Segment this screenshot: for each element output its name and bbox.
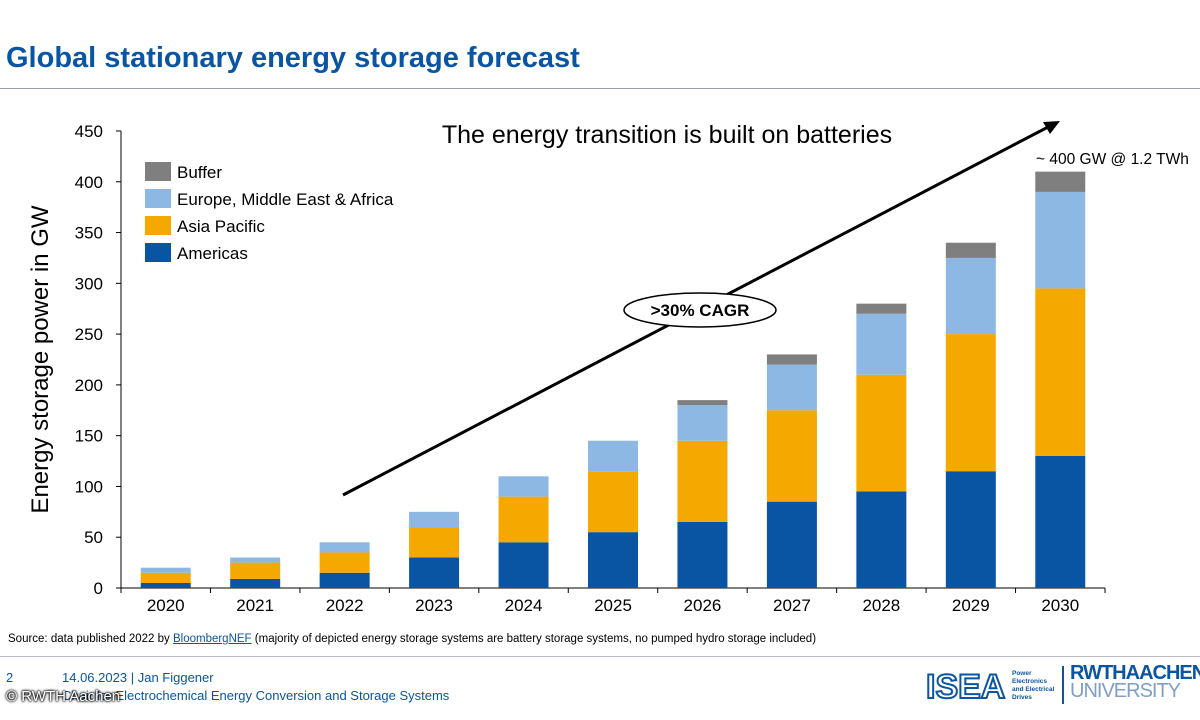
footer-date: 14.06.2023 bbox=[62, 670, 128, 685]
bar-europe-middle-east-africa-2020 bbox=[140, 567, 191, 573]
page-number: 2 bbox=[6, 670, 14, 685]
bar-europe-middle-east-africa-2030 bbox=[1035, 191, 1086, 289]
bar-americas-2023 bbox=[409, 557, 460, 588]
bar-asia-pacific-2024 bbox=[498, 496, 549, 543]
footer-divider bbox=[0, 656, 1200, 657]
bar-asia-pacific-2027 bbox=[766, 410, 817, 502]
footer-author: Jan Figgener bbox=[137, 670, 214, 685]
y-tick-label: 250 bbox=[75, 325, 103, 344]
y-tick-label: 450 bbox=[75, 122, 103, 141]
bar-asia-pacific-2022 bbox=[319, 552, 370, 573]
bar-americas-2025 bbox=[588, 532, 638, 588]
page-title: Global stationary energy storage forecas… bbox=[6, 42, 580, 74]
copyright-watermark: © RWTH Aachen bbox=[6, 688, 121, 705]
bar-americas-2024 bbox=[498, 542, 549, 588]
title-divider bbox=[0, 88, 1200, 89]
legend-label: Asia Pacific bbox=[177, 217, 265, 236]
bar-asia-pacific-2025 bbox=[588, 471, 638, 533]
isea-logo-caption: Power Electronics and Electrical Drives bbox=[1012, 670, 1055, 701]
bar-americas-2021 bbox=[230, 578, 281, 588]
x-tick-label: 2025 bbox=[594, 596, 632, 615]
rwth-logo-top: RWTHAACHEN bbox=[1070, 662, 1200, 684]
bar-europe-middle-east-africa-2028 bbox=[856, 313, 907, 375]
y-tick-label: 0 bbox=[94, 579, 103, 598]
bar-buffer-2028 bbox=[856, 303, 907, 314]
isea-logo-text: ISEA bbox=[926, 668, 1005, 702]
x-tick-label: 2020 bbox=[147, 596, 185, 615]
legend-label: Europe, Middle East & Africa bbox=[177, 190, 394, 209]
bar-asia-pacific-2023 bbox=[409, 527, 460, 558]
x-tick-label: 2027 bbox=[773, 596, 811, 615]
x-tick-label: 2023 bbox=[415, 596, 453, 615]
bar-americas-2022 bbox=[319, 572, 370, 588]
y-tick-label: 300 bbox=[75, 274, 103, 293]
x-tick-label: 2028 bbox=[862, 596, 900, 615]
bar-buffer-2027 bbox=[766, 354, 817, 365]
bar-europe-middle-east-africa-2021 bbox=[230, 557, 281, 563]
bar-asia-pacific-2021 bbox=[230, 562, 281, 579]
legend-swatch bbox=[145, 189, 171, 208]
x-tick-label: 2026 bbox=[684, 596, 722, 615]
bar-americas-2027 bbox=[766, 501, 817, 588]
legend-swatch bbox=[145, 243, 171, 262]
end-annotation: ~ 400 GW @ 1.2 TWh bbox=[1036, 151, 1189, 168]
x-tick-label: 2022 bbox=[326, 596, 364, 615]
bar-europe-middle-east-africa-2026 bbox=[677, 405, 728, 441]
bar-buffer-2029 bbox=[945, 242, 996, 258]
x-tick-label: 2029 bbox=[952, 596, 990, 615]
bar-asia-pacific-2026 bbox=[677, 440, 728, 522]
isea-logo: ISEA bbox=[925, 668, 1006, 702]
bar-asia-pacific-2030 bbox=[1035, 288, 1086, 456]
trend-arrow-head bbox=[1043, 121, 1060, 134]
bar-europe-middle-east-africa-2023 bbox=[409, 511, 460, 528]
bar-americas-2026 bbox=[677, 521, 728, 588]
legend-swatch bbox=[145, 216, 171, 235]
rwth-logo: RWTHAACHEN UNIVERSITY bbox=[1070, 662, 1200, 702]
footer-chair: Chair for Electrochemical Energy Convers… bbox=[62, 688, 450, 703]
legend-label: Americas bbox=[177, 244, 248, 263]
bar-europe-middle-east-africa-2024 bbox=[498, 476, 549, 497]
x-tick-label: 2024 bbox=[505, 596, 543, 615]
bar-europe-middle-east-africa-2022 bbox=[319, 542, 370, 553]
x-tick-label: 2021 bbox=[236, 596, 274, 615]
bar-americas-2030 bbox=[1035, 455, 1086, 588]
bar-buffer-2030 bbox=[1035, 171, 1086, 192]
legend-label: Buffer bbox=[177, 163, 222, 182]
y-tick-label: 100 bbox=[75, 477, 103, 496]
y-tick-label: 50 bbox=[84, 528, 103, 547]
bar-asia-pacific-2020 bbox=[140, 572, 191, 583]
chart-subtitle: The energy transition is built on batter… bbox=[442, 121, 892, 149]
y-tick-label: 150 bbox=[75, 427, 103, 446]
y-tick-label: 350 bbox=[75, 224, 103, 243]
legend-swatch bbox=[145, 162, 171, 181]
source-link[interactable]: BloombergNEF bbox=[172, 633, 252, 645]
bar-asia-pacific-2028 bbox=[856, 374, 907, 492]
bar-asia-pacific-2029 bbox=[945, 334, 996, 472]
bar-americas-2020 bbox=[140, 582, 191, 588]
source-note: Source: data published 2022 by Bloomberg… bbox=[8, 633, 816, 645]
logo-separator bbox=[1062, 666, 1064, 704]
bar-buffer-2026 bbox=[677, 400, 728, 406]
x-tick-label: 2030 bbox=[1041, 596, 1079, 615]
footer-meta: 14.06.2023 | Jan Figgener bbox=[62, 670, 214, 685]
y-axis-label: Energy storage power in GW bbox=[27, 205, 54, 513]
bar-europe-middle-east-africa-2029 bbox=[945, 257, 996, 335]
bar-americas-2029 bbox=[945, 471, 996, 588]
y-tick-label: 200 bbox=[75, 376, 103, 395]
bar-europe-middle-east-africa-2027 bbox=[766, 364, 817, 411]
cagr-ellipse bbox=[623, 292, 777, 328]
source-suffix: (majority of depicted energy storage sys… bbox=[254, 633, 817, 645]
bar-europe-middle-east-africa-2025 bbox=[588, 440, 638, 472]
footer-separator: | bbox=[130, 670, 135, 685]
stacked-bar-chart: 0 50 100 150 200 250 300 350 400 450 Energy storag… bbox=[27, 121, 1189, 615]
rwth-logo-bottom: UNIVERSITY bbox=[1070, 680, 1181, 702]
bar-americas-2028 bbox=[856, 491, 907, 588]
y-tick-label: 400 bbox=[75, 173, 103, 192]
cagr-label: >30% CAGR bbox=[651, 301, 750, 320]
source-prefix: Source: data published 2022 by bbox=[8, 633, 170, 645]
